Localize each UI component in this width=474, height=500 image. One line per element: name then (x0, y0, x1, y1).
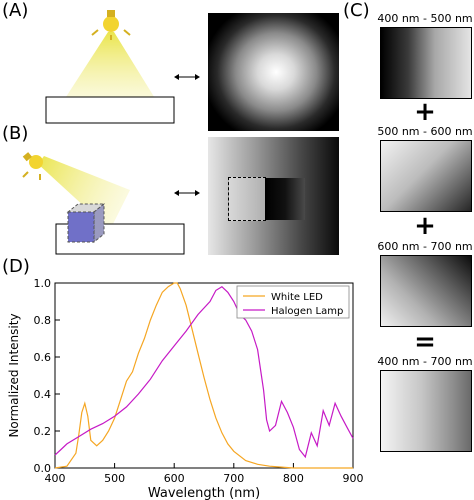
y-tick-label: 0.8 (34, 314, 52, 327)
equals-operator: = (414, 327, 436, 357)
y-tick-label: 1.0 (34, 277, 52, 290)
panel-a-image-led (208, 13, 339, 131)
panel-c-label: (C) (343, 0, 370, 21)
panel-b-image-halogen (208, 137, 339, 255)
x-tick-label: 700 (223, 472, 244, 485)
bulb-icon (91, 10, 131, 40)
y-tick-label: 0.2 (34, 425, 52, 438)
y-axis-label: Normalized Intensity (7, 313, 21, 437)
legend-label-white-led: White LED (271, 292, 323, 303)
x-tick-label: 900 (343, 472, 364, 485)
sample-stage (45, 96, 175, 124)
spectrum-chart: 400 500 600 700 800 900 0.0 0.2 0.4 0.6 0.8 1.0 Wav… (7, 277, 364, 500)
double-arrow-icon (174, 74, 200, 80)
sample-cube (66, 202, 106, 244)
double-arrow-icon (174, 190, 200, 196)
sample-shadow (265, 178, 305, 220)
axis-ticks: 400 500 600 700 800 900 0.0 0.2 0.4 0.6 0.8 1.0 (34, 277, 364, 485)
filter-image-600-700 (380, 255, 472, 327)
filter-image-combined (380, 370, 472, 452)
filter-range-label-3: 600 nm - 700 nm (377, 240, 473, 253)
filter-image-400-500 (380, 27, 472, 99)
y-tick-label: 0.0 (34, 462, 52, 475)
plus-operator: + (414, 211, 436, 241)
plus-operator: + (414, 97, 436, 127)
filter-image-500-600 (380, 140, 472, 212)
x-tick-label: 400 (45, 472, 66, 485)
light-beam (64, 32, 156, 100)
y-tick-label: 0.6 (34, 351, 52, 364)
legend-box (236, 285, 350, 319)
x-axis-label: Wavelength (nm) (148, 486, 260, 500)
x-tick-label: 600 (164, 472, 185, 485)
x-tick-label: 500 (104, 472, 125, 485)
chart-legend: White LED Halogen Lamp (236, 285, 350, 319)
filter-range-label-2: 500 nm - 600 nm (377, 125, 473, 138)
panel-d-label: (D) (2, 256, 30, 277)
light-beam (38, 156, 130, 230)
panel-a-label: (A) (2, 0, 29, 21)
filter-range-label-1: 400 nm - 500 nm (377, 12, 473, 25)
white-led-line (54, 282, 353, 469)
y-tick-label: 0.4 (34, 388, 52, 401)
legend-label-halogen-lamp: Halogen Lamp (271, 306, 343, 317)
sample-region-outline (228, 177, 266, 221)
filter-range-label-total: 400 nm - 700 nm (377, 355, 473, 368)
panel-b-lamp-illustration (22, 152, 185, 255)
x-tick-label: 800 (283, 472, 304, 485)
panel-a-lamp-illustration (45, 10, 175, 124)
panel-b-label: (B) (2, 123, 29, 144)
bulb-icon (22, 152, 43, 180)
